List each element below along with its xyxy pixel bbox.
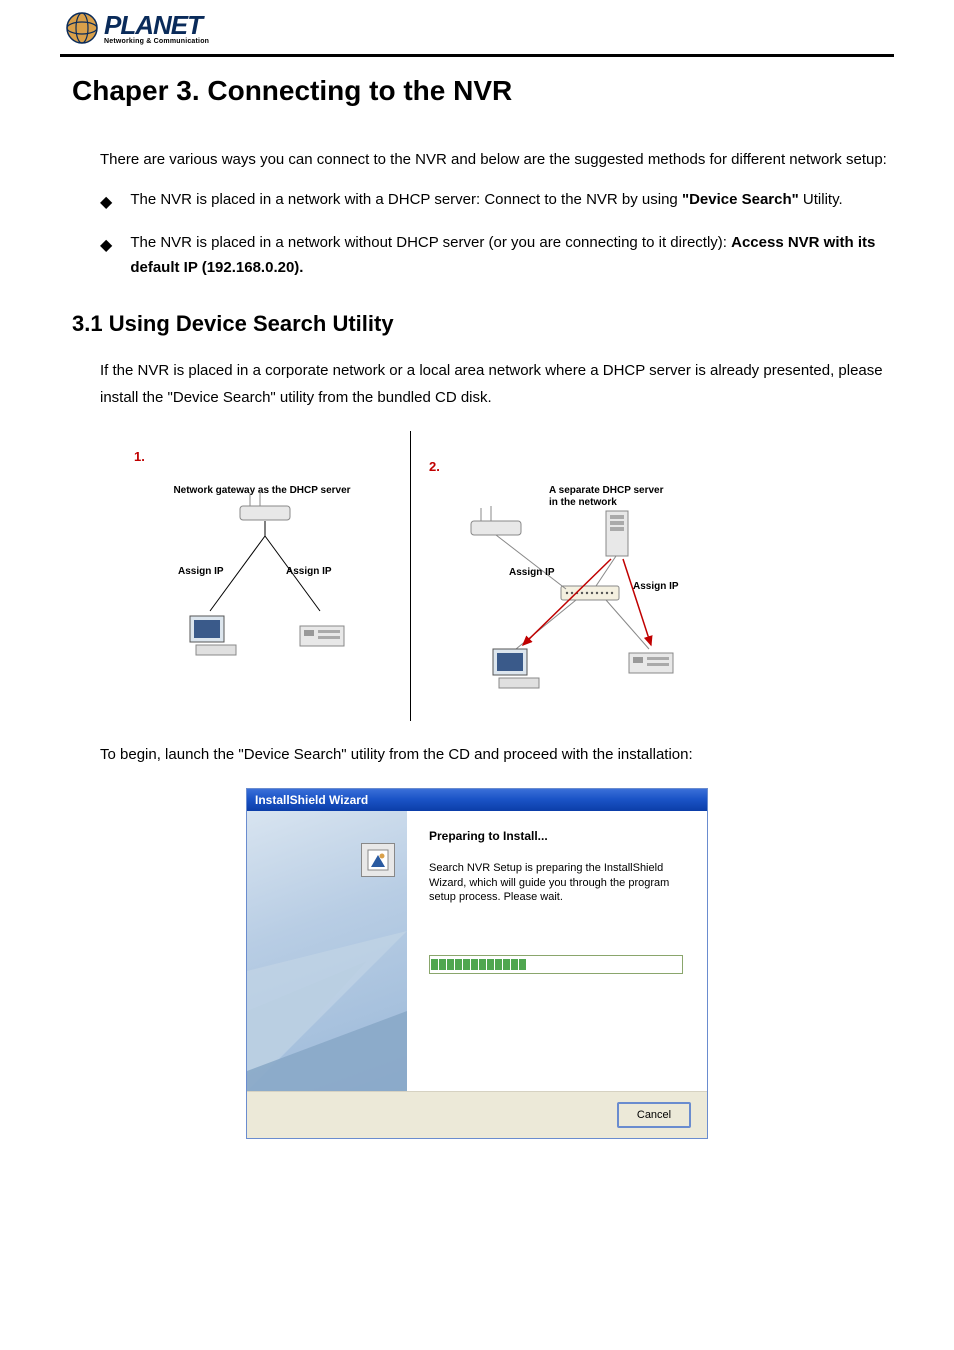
progress-segment <box>503 959 510 970</box>
intro-lead: There are various ways you can connect t… <box>100 147 894 173</box>
progress-segment <box>447 959 454 970</box>
progress-segment <box>495 959 502 970</box>
network-diagrams: 1. Network gateway as the DHCP server <box>120 431 894 721</box>
logo: PLANET Networking & Communication <box>64 10 209 46</box>
progress-segment <box>463 959 470 970</box>
progress-bar <box>429 955 683 974</box>
assign-ip-p2-right: Assign IP <box>633 581 679 593</box>
diamond-bullet-icon: ◆ <box>100 189 112 216</box>
page-header: PLANET Networking & Communication <box>60 10 894 57</box>
assign-ip-right: Assign IP <box>286 566 332 578</box>
progress-segment <box>439 959 446 970</box>
diagram-1-svg <box>120 431 410 721</box>
progress-segment <box>455 959 462 970</box>
bullet-2: ◆ The NVR is placed in a network without… <box>100 230 894 281</box>
progress-segment <box>471 959 478 970</box>
progress-segment <box>431 959 438 970</box>
progress-segment <box>487 959 494 970</box>
installer-footer: Cancel <box>247 1091 707 1138</box>
logo-sub-text: Networking & Communication <box>104 38 209 45</box>
intro-block: There are various ways you can connect t… <box>100 147 894 281</box>
assign-ip-left: Assign IP <box>178 566 224 578</box>
installer-main-panel: Preparing to Install... Search NVR Setup… <box>407 811 707 1091</box>
bullet1-bold: "Device Search" <box>682 191 799 208</box>
section-body: If the NVR is placed in a corporate netw… <box>100 357 894 411</box>
diagram-panel-1: 1. Network gateway as the DHCP server <box>120 431 411 721</box>
bullet1-post: Utility. <box>799 191 843 208</box>
globe-icon <box>64 10 100 46</box>
preparing-text: Search NVR Setup is preparing the Instal… <box>429 861 689 906</box>
diamond-bullet-icon: ◆ <box>100 232 112 259</box>
progress-segment <box>511 959 518 970</box>
installshield-wizard-window: InstallShield Wizard Preparing to In <box>246 788 708 1139</box>
diagram-panel-2: 2. A separate DHCP server in the network <box>411 431 711 721</box>
body-text-2: To begin, launch the "Device Search" uti… <box>100 741 894 768</box>
progress-segment <box>479 959 486 970</box>
assign-ip-p2-left: Assign IP <box>509 567 555 579</box>
cancel-button[interactable]: Cancel <box>617 1102 691 1128</box>
progress-segment <box>519 959 526 970</box>
preparing-title: Preparing to Install... <box>429 829 689 843</box>
window-titlebar: InstallShield Wizard <box>247 789 707 811</box>
bullet1-pre: The NVR is placed in a network with a DH… <box>130 191 682 208</box>
logo-main-text: PLANET <box>104 12 209 38</box>
installer-side-graphic <box>247 811 407 1091</box>
section-title: 3.1 Using Device Search Utility <box>72 311 894 337</box>
bullet2-pre: The NVR is placed in a network without D… <box>130 234 731 251</box>
bullet-1: ◆ The NVR is placed in a network with a … <box>100 187 894 216</box>
chapter-title: Chaper 3. Connecting to the NVR <box>72 75 894 107</box>
